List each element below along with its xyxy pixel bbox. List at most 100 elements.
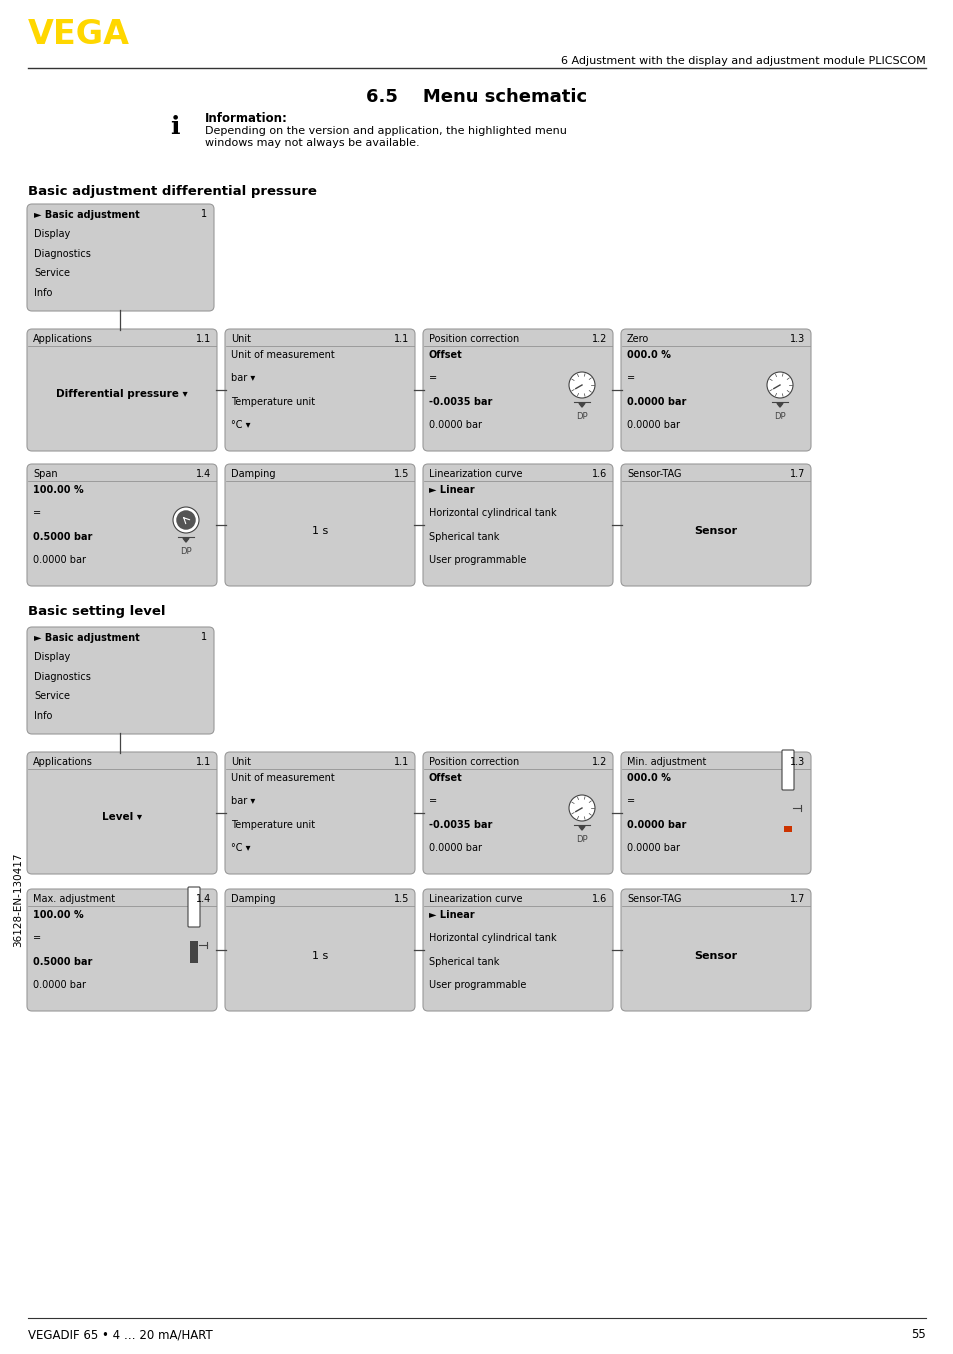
Text: Offset: Offset <box>429 773 462 783</box>
Text: Unit of measurement: Unit of measurement <box>231 349 335 360</box>
FancyBboxPatch shape <box>27 627 213 734</box>
Text: 1.4: 1.4 <box>195 468 211 479</box>
FancyBboxPatch shape <box>27 890 216 1011</box>
Text: =: = <box>626 374 635 383</box>
Circle shape <box>568 795 595 821</box>
Text: Unit of measurement: Unit of measurement <box>231 773 335 783</box>
Polygon shape <box>776 403 782 408</box>
Text: VEGA: VEGA <box>28 18 130 51</box>
Text: 0.0000 bar: 0.0000 bar <box>626 842 679 853</box>
Text: 0.0000 bar: 0.0000 bar <box>626 420 679 429</box>
Text: 0.0000 bar: 0.0000 bar <box>429 842 481 853</box>
Text: 100.00 %: 100.00 % <box>33 910 84 919</box>
FancyBboxPatch shape <box>781 750 793 789</box>
Text: Display: Display <box>34 229 71 240</box>
FancyBboxPatch shape <box>188 887 200 927</box>
FancyBboxPatch shape <box>190 941 198 963</box>
Text: Position correction: Position correction <box>429 334 518 344</box>
Text: User programmable: User programmable <box>429 980 526 990</box>
Text: =: = <box>429 796 436 806</box>
Text: Linearization curve: Linearization curve <box>429 894 522 904</box>
FancyBboxPatch shape <box>225 464 415 586</box>
Text: 1.1: 1.1 <box>394 334 409 344</box>
Text: =: = <box>429 374 436 383</box>
Text: 0.0000 bar: 0.0000 bar <box>33 980 86 990</box>
Text: Span: Span <box>33 468 57 479</box>
Text: Info: Info <box>34 287 52 298</box>
Text: Applications: Applications <box>33 334 92 344</box>
Text: Unit: Unit <box>231 334 251 344</box>
Text: Diagnostics: Diagnostics <box>34 249 91 259</box>
Text: °C ▾: °C ▾ <box>231 420 251 429</box>
Text: 000.0 %: 000.0 % <box>626 773 670 783</box>
Text: DP: DP <box>180 547 192 556</box>
Text: Level ▾: Level ▾ <box>102 812 142 822</box>
Text: Max. adjustment: Max. adjustment <box>33 894 115 904</box>
Text: 6.5    Menu schematic: 6.5 Menu schematic <box>366 88 587 106</box>
Text: Unit: Unit <box>231 757 251 766</box>
Text: Info: Info <box>34 711 52 720</box>
Text: ► Linear: ► Linear <box>429 910 475 919</box>
FancyBboxPatch shape <box>27 464 216 586</box>
FancyBboxPatch shape <box>27 751 216 873</box>
Text: 1 s: 1 s <box>312 951 328 961</box>
Text: Basic adjustment differential pressure: Basic adjustment differential pressure <box>28 185 316 198</box>
Circle shape <box>176 510 195 529</box>
FancyBboxPatch shape <box>225 329 415 451</box>
Text: Temperature unit: Temperature unit <box>231 397 314 406</box>
FancyBboxPatch shape <box>422 329 613 451</box>
Circle shape <box>568 372 595 398</box>
Text: Applications: Applications <box>33 757 92 766</box>
Text: DP: DP <box>576 413 587 421</box>
Text: 1.1: 1.1 <box>394 757 409 766</box>
Text: Basic setting level: Basic setting level <box>28 605 165 617</box>
Text: DP: DP <box>576 835 587 845</box>
Text: User programmable: User programmable <box>429 555 526 565</box>
Text: 1: 1 <box>201 209 207 219</box>
Text: Horizontal cylindrical tank: Horizontal cylindrical tank <box>429 508 556 519</box>
Text: Sensor: Sensor <box>694 525 737 536</box>
Text: 1.6: 1.6 <box>591 894 606 904</box>
Text: ℹ: ℹ <box>170 115 179 139</box>
Text: ► Linear: ► Linear <box>429 485 475 496</box>
Polygon shape <box>578 826 584 830</box>
Text: -0.0035 bar: -0.0035 bar <box>429 819 492 830</box>
Text: Spherical tank: Spherical tank <box>429 532 498 542</box>
Text: 55: 55 <box>910 1328 925 1340</box>
Text: Information:: Information: <box>205 112 288 125</box>
Text: Offset: Offset <box>429 349 462 360</box>
Text: 1.1: 1.1 <box>195 757 211 766</box>
Text: 1 s: 1 s <box>312 525 328 536</box>
Text: Min. adjustment: Min. adjustment <box>626 757 705 766</box>
Text: Service: Service <box>34 268 70 278</box>
Text: VEGADIF 65 • 4 … 20 mA/HART: VEGADIF 65 • 4 … 20 mA/HART <box>28 1328 213 1340</box>
FancyBboxPatch shape <box>620 329 810 451</box>
Text: Position correction: Position correction <box>429 757 518 766</box>
Text: Damping: Damping <box>231 894 275 904</box>
Text: bar ▾: bar ▾ <box>231 796 255 806</box>
Text: Display: Display <box>34 653 71 662</box>
Text: 0.0000 bar: 0.0000 bar <box>626 397 685 406</box>
Text: 0.5000 bar: 0.5000 bar <box>33 956 92 967</box>
Text: Linearization curve: Linearization curve <box>429 468 522 479</box>
Text: 1.7: 1.7 <box>789 894 804 904</box>
Text: 000.0 %: 000.0 % <box>626 349 670 360</box>
FancyBboxPatch shape <box>422 751 613 873</box>
Text: Spherical tank: Spherical tank <box>429 956 498 967</box>
Text: 0.0000 bar: 0.0000 bar <box>626 819 685 830</box>
Text: 36128-EN-130417: 36128-EN-130417 <box>13 853 23 948</box>
Text: =: = <box>33 933 41 944</box>
Text: 1.7: 1.7 <box>789 468 804 479</box>
Text: Horizontal cylindrical tank: Horizontal cylindrical tank <box>429 933 556 944</box>
Text: Damping: Damping <box>231 468 275 479</box>
Text: Differential pressure ▾: Differential pressure ▾ <box>56 389 188 399</box>
Text: -0.0035 bar: -0.0035 bar <box>429 397 492 406</box>
Text: 1: 1 <box>201 632 207 642</box>
Text: 0.0000 bar: 0.0000 bar <box>33 555 86 565</box>
Text: 1.1: 1.1 <box>195 334 211 344</box>
Text: 1.5: 1.5 <box>394 468 409 479</box>
Text: 1.2: 1.2 <box>591 334 606 344</box>
Text: =: = <box>33 508 41 519</box>
Text: bar ▾: bar ▾ <box>231 374 255 383</box>
FancyBboxPatch shape <box>783 826 791 831</box>
